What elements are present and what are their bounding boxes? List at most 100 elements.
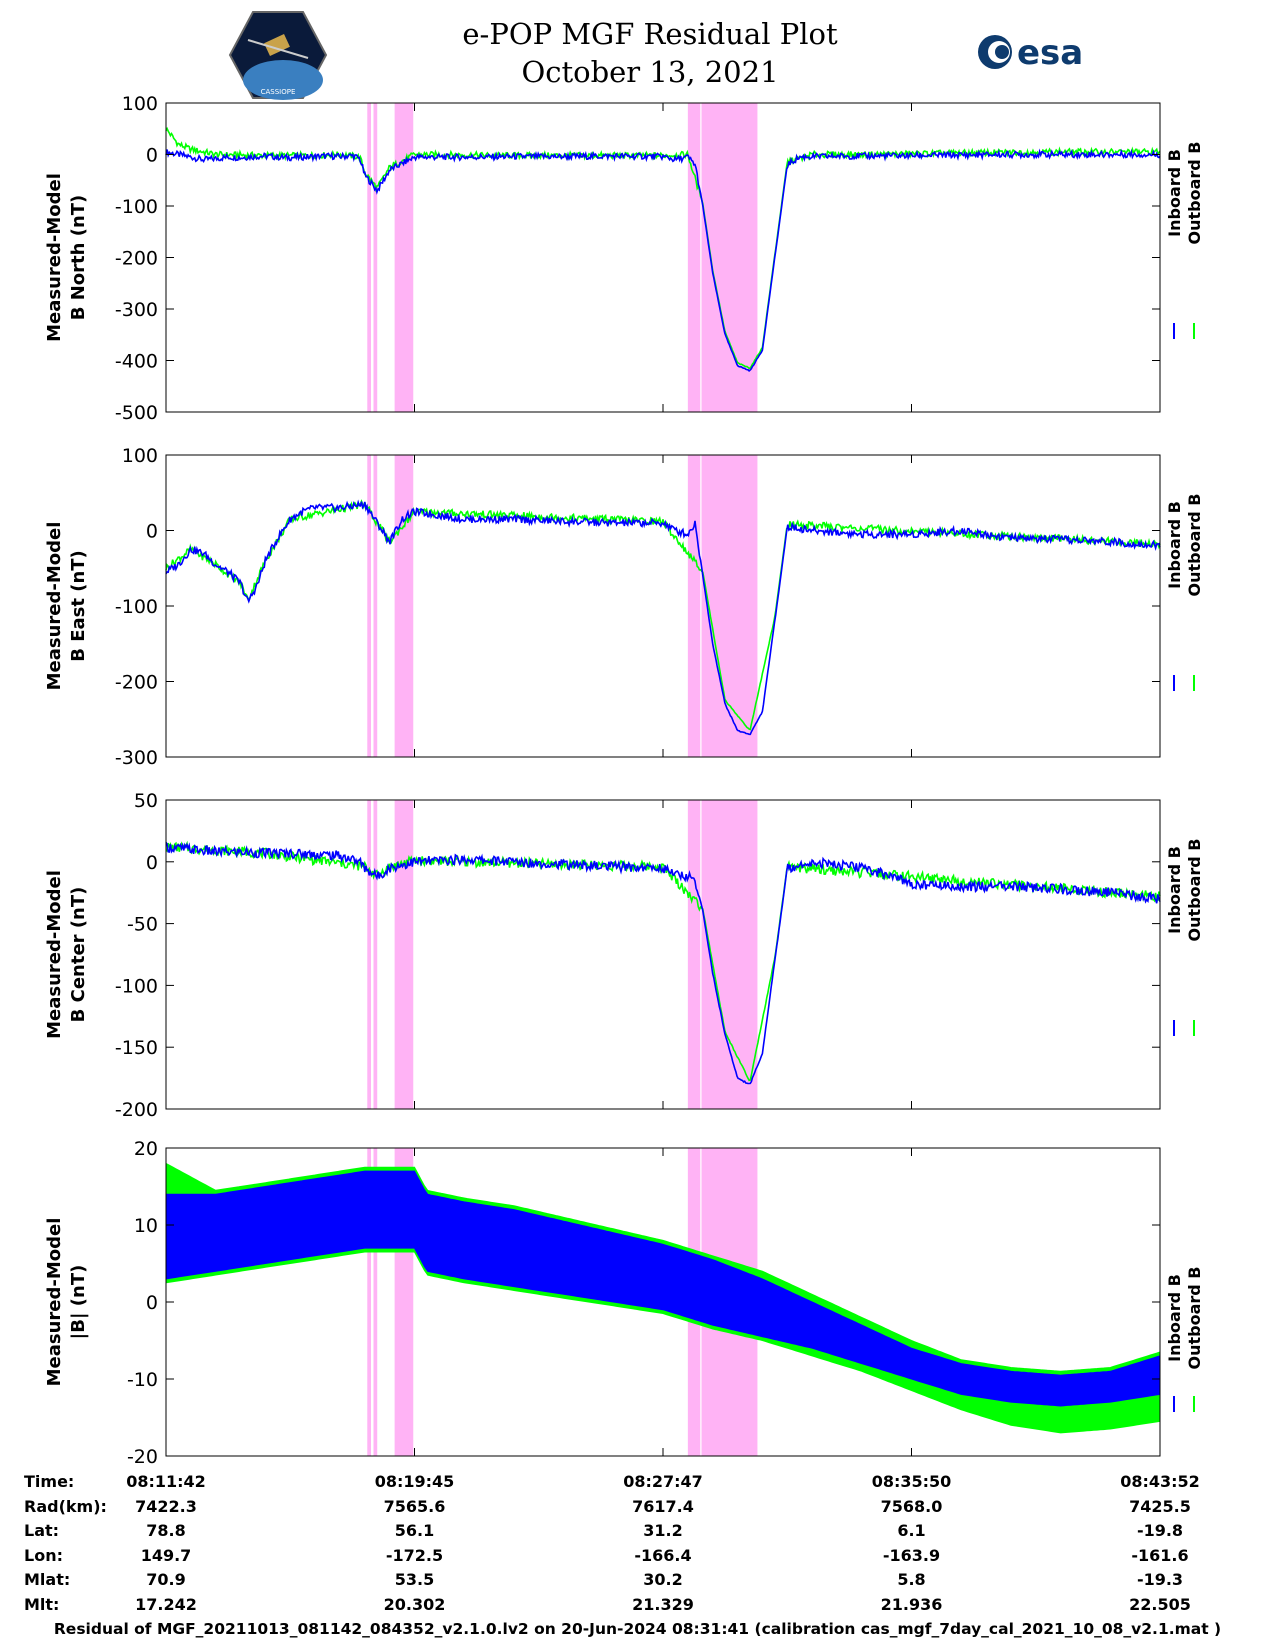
legend-label-outboard: Outboard B xyxy=(1185,839,1204,942)
shaded-interval xyxy=(394,455,414,757)
series-inboard xyxy=(165,499,1161,736)
ephemeris-value: 53.5 xyxy=(394,1570,435,1589)
y-axis-label-line2: |B| (nT) xyxy=(68,1265,89,1340)
y-tick-label: -300 xyxy=(115,299,158,321)
ephemeris-value: -166.4 xyxy=(634,1545,692,1565)
ephemeris-value: 22.505 xyxy=(1129,1594,1191,1614)
ephemeris-label: Time: xyxy=(24,1472,75,1491)
series-inboard xyxy=(165,841,1161,1085)
legend-label-inboard: Inboard B xyxy=(1165,1274,1184,1362)
panel-3: 50 0 -50 -100 -150 -200 Measured-Model B Center… xyxy=(44,790,1204,1121)
y-tick-label: -200 xyxy=(115,672,158,694)
shaded-interval xyxy=(687,800,701,1109)
shaded-interval xyxy=(394,800,414,1109)
shaded-interval xyxy=(394,103,414,412)
ephemeris-value: 7568.0 xyxy=(880,1496,943,1516)
y-axis-label: Measured-Model B North (nT) xyxy=(44,173,89,342)
ephemeris-value: 7617.4 xyxy=(632,1496,694,1516)
ephemeris-value: 78.8 xyxy=(146,1521,186,1540)
legend-labels: Inboard BOutboard B xyxy=(1165,494,1204,597)
ephemeris-value: 17.242 xyxy=(135,1594,197,1614)
y-tick-label: -100 xyxy=(115,975,158,997)
ephemeris-value: 08:43:52 xyxy=(1120,1472,1200,1491)
ephemeris-value: 21.329 xyxy=(632,1594,694,1614)
ephemeris-label: Mlt: xyxy=(24,1594,60,1614)
ephemeris-value: -19.8 xyxy=(1136,1521,1184,1540)
panel-2: 100 0 -100 -200 -300 Measured-Model B East (nT… xyxy=(44,445,1204,769)
cassiope-logo-text: CASSIOPE xyxy=(261,88,296,96)
legend-labels: Inboard BOutboard B xyxy=(1165,1267,1204,1370)
y-tick-label: -20 xyxy=(127,1446,158,1468)
series-outboard xyxy=(165,840,1161,1082)
shaded-interval xyxy=(701,455,758,757)
ephemeris-value: -172.5 xyxy=(385,1545,444,1565)
y-axis-label-line2: B East (nT) xyxy=(68,550,89,662)
plot-date: October 13, 2021 xyxy=(521,55,779,89)
y-tick-label: 50 xyxy=(134,790,158,812)
y-tick-label: 0 xyxy=(146,1292,158,1314)
ephemeris-value: 5.8 xyxy=(897,1570,926,1589)
legend-label-inboard: Inboard B xyxy=(1165,501,1184,589)
shaded-interval xyxy=(367,103,372,412)
y-tick-label: 0 xyxy=(146,521,158,543)
y-tick-label: 20 xyxy=(134,1138,158,1160)
legend-label-outboard: Outboard B xyxy=(1185,1267,1204,1370)
y-tick-label: -400 xyxy=(115,351,158,373)
plot-title: e-POP MGF Residual Plot xyxy=(462,17,838,51)
axes-frame xyxy=(165,102,1161,413)
shaded-interval xyxy=(687,103,701,412)
ephemeris-value: 08:19:45 xyxy=(374,1472,455,1491)
axes-frame xyxy=(165,799,1161,1110)
esa-logo: esa xyxy=(978,33,1083,73)
y-tick-label: -10 xyxy=(127,1369,158,1391)
y-tick-label: -150 xyxy=(115,1037,158,1059)
ephemeris-value: 149.7 xyxy=(140,1545,192,1565)
ephemeris-value: 31.2 xyxy=(643,1521,683,1540)
ephemeris-label: Lat: xyxy=(24,1521,60,1540)
series-outboard xyxy=(165,126,1161,370)
y-axis-label: Measured-Model |B| (nT) xyxy=(44,1218,89,1387)
y-tick-label: 10 xyxy=(134,1215,158,1237)
y-axis-label-line1: Measured-Model xyxy=(44,173,65,342)
ephemeris-label: Mlat: xyxy=(24,1570,71,1589)
shaded-interval xyxy=(373,455,378,757)
ephemeris-value: 7425.5 xyxy=(1129,1496,1191,1516)
y-tick-label: 100 xyxy=(122,93,158,115)
y-tick-label: -100 xyxy=(115,596,158,618)
y-tick-label: 0 xyxy=(146,145,158,167)
legend-labels: Inboard BOutboard B xyxy=(1165,142,1204,245)
ephemeris-label: Rad(km): xyxy=(24,1496,107,1516)
y-tick-label: -200 xyxy=(115,1099,158,1121)
shaded-interval xyxy=(373,800,378,1109)
ephemeris-value: 7422.3 xyxy=(135,1496,197,1516)
legend-labels: Inboard BOutboard B xyxy=(1165,839,1204,942)
legend-label-outboard: Outboard B xyxy=(1185,142,1204,245)
shaded-interval xyxy=(367,455,372,757)
y-tick-label: 0 xyxy=(146,852,158,874)
ephemeris-value: -161.6 xyxy=(1131,1545,1189,1565)
esa-logo-text: esa xyxy=(1017,33,1083,73)
ephemeris-value: -19.3 xyxy=(1136,1570,1184,1589)
legend-label-inboard: Inboard B xyxy=(1165,846,1184,934)
y-tick-label: -300 xyxy=(115,747,158,769)
y-axis-label-line2: B North (nT) xyxy=(68,195,89,321)
panel-4: 20 10 0 -10 -20 Measured-Model |B| (nT) Inboard… xyxy=(44,1138,1204,1468)
footer-caption: Residual of MGF_20211013_081142_084352_v… xyxy=(53,1620,1222,1638)
y-axis-label-line1: Measured-Model xyxy=(44,522,65,691)
ephemeris-value: 56.1 xyxy=(394,1521,435,1540)
ephemeris-value: 08:27:47 xyxy=(623,1472,703,1491)
y-axis-label: Measured-Model B East (nT) xyxy=(44,522,89,691)
cassiope-logo: CASSIOPE xyxy=(228,11,328,100)
shaded-interval xyxy=(367,1148,372,1456)
ephemeris-value: 30.2 xyxy=(643,1570,683,1589)
y-axis-label-line1: Measured-Model xyxy=(44,1218,65,1387)
panel-1: 100 0 -100 -200 -300 -400 -500 Measured-Model B … xyxy=(44,93,1204,424)
ephemeris-value: 7565.6 xyxy=(383,1496,446,1516)
ephemeris-value: 70.9 xyxy=(146,1570,186,1589)
ephemeris-value: -163.9 xyxy=(882,1545,941,1565)
y-axis-label-line2: B Center (nT) xyxy=(68,887,89,1023)
y-tick-label: -100 xyxy=(115,196,158,218)
axes-frame xyxy=(165,454,1161,758)
y-tick-label: -50 xyxy=(127,914,158,936)
